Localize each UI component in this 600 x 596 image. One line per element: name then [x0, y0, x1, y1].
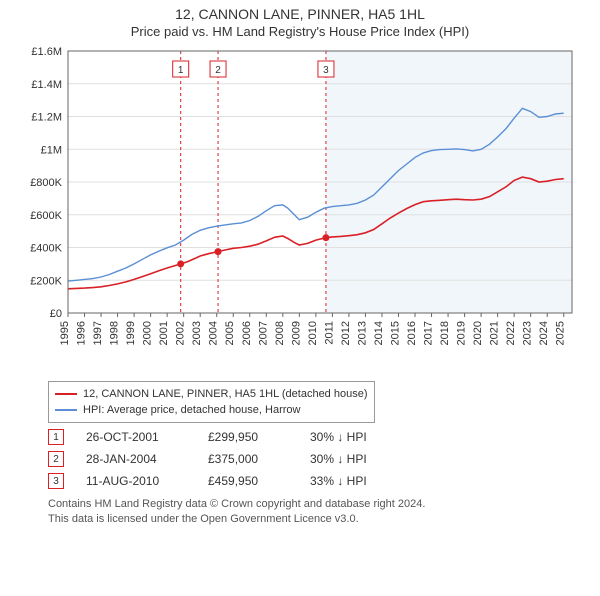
svg-text:2025: 2025 — [555, 321, 567, 345]
event-table: 1 26-OCT-2001 £299,950 30% ↓ HPI 2 28-JAN-200… — [48, 429, 580, 489]
svg-text:2012: 2012 — [340, 321, 352, 345]
svg-text:£600K: £600K — [30, 210, 62, 222]
svg-text:2016: 2016 — [406, 321, 418, 345]
svg-text:2024: 2024 — [538, 321, 550, 345]
svg-text:£1.2M: £1.2M — [31, 112, 62, 124]
event-price: £299,950 — [208, 430, 288, 444]
event-date: 26-OCT-2001 — [86, 430, 186, 444]
event-row: 3 11-AUG-2010 £459,950 33% ↓ HPI — [48, 473, 580, 489]
svg-text:2009: 2009 — [290, 321, 302, 345]
svg-text:2: 2 — [215, 65, 221, 76]
svg-text:1: 1 — [178, 65, 184, 76]
svg-text:2004: 2004 — [208, 321, 220, 345]
svg-text:2019: 2019 — [456, 321, 468, 345]
svg-text:£1.4M: £1.4M — [31, 79, 62, 91]
event-price: £459,950 — [208, 474, 288, 488]
svg-text:2018: 2018 — [439, 321, 451, 345]
page-root: 12, CANNON LANE, PINNER, HA5 1HL Price p… — [0, 6, 600, 596]
legend-label: 12, CANNON LANE, PINNER, HA5 1HL (detach… — [83, 386, 368, 402]
event-marker: 2 — [48, 451, 64, 467]
svg-text:1995: 1995 — [59, 321, 71, 345]
event-date: 28-JAN-2004 — [86, 452, 186, 466]
footnote: Contains HM Land Registry data © Crown c… — [48, 497, 580, 527]
svg-text:2006: 2006 — [241, 321, 253, 345]
event-delta: 30% ↓ HPI — [310, 452, 367, 466]
event-date: 11-AUG-2010 — [86, 474, 186, 488]
footnote-line: This data is licensed under the Open Gov… — [48, 512, 580, 527]
svg-text:2013: 2013 — [356, 321, 368, 345]
svg-text:2011: 2011 — [323, 321, 335, 345]
svg-text:1998: 1998 — [109, 321, 121, 345]
svg-text:£1M: £1M — [41, 144, 62, 156]
svg-text:2015: 2015 — [389, 321, 401, 345]
event-row: 1 26-OCT-2001 £299,950 30% ↓ HPI — [48, 429, 580, 445]
svg-text:2001: 2001 — [158, 321, 170, 345]
event-delta: 33% ↓ HPI — [310, 474, 367, 488]
svg-text:2003: 2003 — [191, 321, 203, 345]
event-marker: 1 — [48, 429, 64, 445]
svg-text:2007: 2007 — [257, 321, 269, 345]
svg-text:£200K: £200K — [30, 275, 62, 287]
legend-item: HPI: Average price, detached house, Harr… — [55, 402, 368, 418]
legend-item: 12, CANNON LANE, PINNER, HA5 1HL (detach… — [55, 386, 368, 402]
svg-text:2017: 2017 — [423, 321, 435, 345]
svg-text:2005: 2005 — [224, 321, 236, 345]
chart-subtitle: Price paid vs. HM Land Registry's House … — [0, 24, 600, 39]
svg-text:1999: 1999 — [125, 321, 137, 345]
svg-text:£800K: £800K — [30, 177, 62, 189]
svg-text:2020: 2020 — [472, 321, 484, 345]
svg-text:2014: 2014 — [373, 321, 385, 345]
event-row: 2 28-JAN-2004 £375,000 30% ↓ HPI — [48, 451, 580, 467]
svg-text:£0: £0 — [50, 308, 62, 320]
chart-area: £0 £200K £400K £600K £800K £1M £1.2M £1.4M £1.6M… — [20, 43, 580, 373]
svg-text:2023: 2023 — [522, 321, 534, 345]
svg-text:2010: 2010 — [307, 321, 319, 345]
footnote-line: Contains HM Land Registry data © Crown c… — [48, 497, 580, 512]
line-chart: £0 £200K £400K £600K £800K £1M £1.2M £1.4M £1.6M… — [20, 43, 580, 373]
svg-text:£1.6M: £1.6M — [31, 46, 62, 58]
legend-swatch — [55, 393, 77, 395]
event-marker: 3 — [48, 473, 64, 489]
legend: 12, CANNON LANE, PINNER, HA5 1HL (detach… — [48, 381, 375, 423]
event-price: £375,000 — [208, 452, 288, 466]
svg-text:2021: 2021 — [489, 321, 501, 345]
svg-text:2008: 2008 — [274, 321, 286, 345]
legend-label: HPI: Average price, detached house, Harr… — [83, 402, 300, 418]
svg-text:2022: 2022 — [505, 321, 517, 345]
svg-text:1996: 1996 — [76, 321, 88, 345]
svg-text:£400K: £400K — [30, 243, 62, 255]
legend-swatch — [55, 409, 77, 411]
event-delta: 30% ↓ HPI — [310, 430, 367, 444]
svg-text:3: 3 — [323, 65, 329, 76]
chart-title: 12, CANNON LANE, PINNER, HA5 1HL — [0, 6, 600, 22]
svg-text:2000: 2000 — [142, 321, 154, 345]
svg-text:2002: 2002 — [175, 321, 187, 345]
svg-text:1997: 1997 — [92, 321, 104, 345]
